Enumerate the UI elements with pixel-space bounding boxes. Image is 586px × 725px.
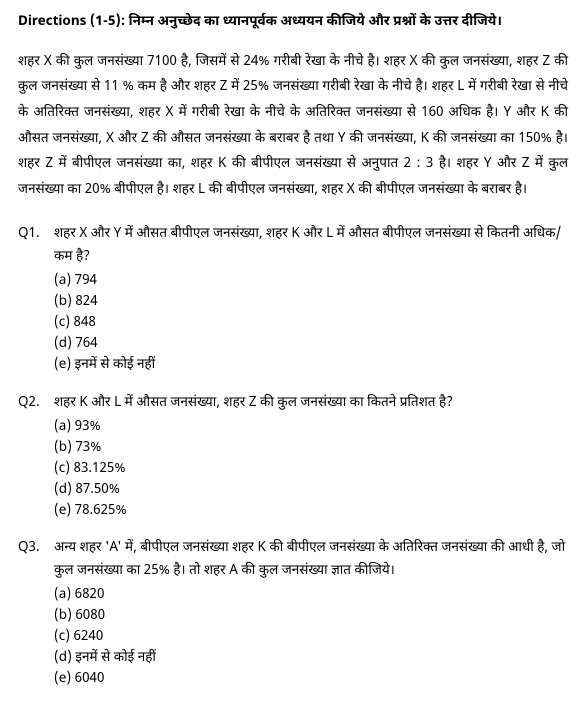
question-number: Q1. (18, 223, 54, 269)
directions-heading: Directions (1-5): निम्न अनुच्छेद का ध्या… (18, 12, 568, 34)
option-e: (e) इनमें से कोई नहीं (54, 355, 568, 376)
option-a: (a) 6820 (54, 585, 568, 606)
option-e: (e) 6040 (54, 669, 568, 690)
option-c: (c) 848 (54, 313, 568, 334)
question-1: Q1. शहर X और Y में औसत बीपीएल जनसंख्या, … (18, 223, 568, 375)
option-b: (b) 6080 (54, 606, 568, 627)
question-text: शहर X और Y में औसत बीपीएल जनसंख्या, शहर … (54, 223, 568, 269)
option-d: (d) 764 (54, 334, 568, 355)
question-number: Q2. (18, 392, 54, 415)
question-2: Q2. शहर K और L में औसत जनसंख्या, शहर Z क… (18, 392, 568, 522)
options-list: (a) 794 (b) 824 (c) 848 (d) 764 (e) इनमे… (54, 271, 568, 376)
passage-text: शहर X की कुल जनसंख्या 7100 है, जिसमें से… (18, 50, 568, 204)
question-3: Q3. अन्य शहर 'A' में, बीपीएल जनसंख्या शह… (18, 537, 568, 689)
option-a: (a) 93% (54, 417, 568, 438)
option-c: (c) 6240 (54, 627, 568, 648)
option-d: (d) इनमें से कोई नहीं (54, 648, 568, 669)
question-text: अन्य शहर 'A' में, बीपीएल जनसंख्या शहर K … (54, 537, 568, 583)
option-d: (d) 87.50% (54, 480, 568, 501)
option-e: (e) 78.625% (54, 501, 568, 522)
question-number: Q3. (18, 537, 54, 583)
option-b: (b) 824 (54, 292, 568, 313)
options-list: (a) 6820 (b) 6080 (c) 6240 (d) इनमें से … (54, 585, 568, 690)
question-text: शहर K और L में औसत जनसंख्या, शहर Z की कु… (54, 392, 568, 415)
option-b: (b) 73% (54, 438, 568, 459)
option-a: (a) 794 (54, 271, 568, 292)
options-list: (a) 93% (b) 73% (c) 83.125% (d) 87.50% (… (54, 417, 568, 522)
option-c: (c) 83.125% (54, 459, 568, 480)
